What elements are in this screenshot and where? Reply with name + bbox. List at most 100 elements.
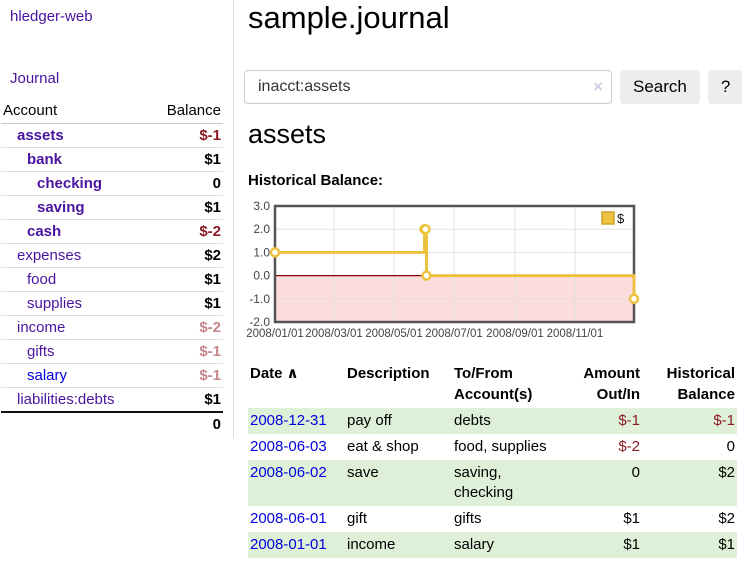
register-balance-cell: $2 xyxy=(718,510,735,527)
register-date-cell: 2008-06-01 xyxy=(248,506,345,532)
account-row: bank $1 xyxy=(1,147,223,172)
legend-swatch xyxy=(601,211,615,225)
x-axis-tick-label: 2008/07/01 xyxy=(425,328,483,340)
account-row: salary $-1 xyxy=(1,363,223,388)
account-link-cash[interactable]: cash xyxy=(27,223,62,240)
register-accounts-cell: debts xyxy=(454,412,491,429)
register-header-row: Date ∧ Description To/From Account(s) Amo… xyxy=(248,360,737,408)
account-balance: $1 xyxy=(148,291,223,316)
account-cell: cash xyxy=(1,219,149,244)
search-button[interactable]: Search xyxy=(620,70,700,104)
account-row: liabilities:debts $1 xyxy=(1,387,223,412)
account-row: checking 0 xyxy=(1,171,223,196)
main-content: sample.journal × Search ? assets Histori… xyxy=(244,0,742,582)
y-axis-tick-label: 2.0 xyxy=(253,222,270,236)
register-accounts-cell: salary xyxy=(454,536,495,553)
legend-label: $ xyxy=(617,211,625,226)
accounts-header-balance: Balance xyxy=(148,98,223,124)
account-cell: bank xyxy=(1,147,149,172)
account-balance: $1 xyxy=(148,195,223,220)
data-point-marker xyxy=(269,247,281,258)
account-link-food[interactable]: food xyxy=(27,271,57,288)
account-link-income[interactable]: income xyxy=(17,319,66,336)
account-cell: saving xyxy=(1,195,149,220)
plot-border xyxy=(273,204,636,324)
register-row[interactable]: 2008-06-02 save saving, checking 0 $2 xyxy=(248,460,737,506)
sort-asc-icon: ∧ xyxy=(286,365,299,382)
account-cell: income xyxy=(1,315,149,340)
register-table: Date ∧ Description To/From Account(s) Amo… xyxy=(248,360,737,558)
register-accounts-cell: food, supplies xyxy=(454,438,547,455)
account-link-expenses[interactable]: expenses xyxy=(17,247,82,264)
register-date-cell: 2008-06-03 xyxy=(248,434,345,460)
register-row[interactable]: 2008-12-31 pay off debts $-1 $-1 xyxy=(248,408,737,434)
register-row[interactable]: 2008-06-03 eat & shop food, supplies $-2 0 xyxy=(248,434,737,460)
register-accounts-cell: gifts xyxy=(454,510,482,527)
register-header-amount: Amount Out/In xyxy=(583,365,640,403)
register-row[interactable]: 2008-01-01 income salary $1 $1 xyxy=(248,532,737,558)
register-accounts-cell: saving, checking xyxy=(454,464,514,501)
transaction-date-link[interactable]: 2008-06-01 xyxy=(250,510,327,527)
account-balance: $-2 xyxy=(148,219,223,244)
accounts-tree-table: Account Balance assets $-1 bank $1 checking 0… xyxy=(1,98,223,436)
account-row: assets $-1 xyxy=(1,124,223,148)
x-axis-tick-label: 2008/09/01 xyxy=(486,328,544,340)
register-header-balance: Historical Balance xyxy=(666,365,735,403)
account-row: supplies $1 xyxy=(1,291,223,316)
app-title-link[interactable]: hledger-web xyxy=(10,8,93,25)
account-row: saving $1 xyxy=(1,195,223,220)
register-date-cell: 2008-01-01 xyxy=(248,532,345,558)
register-description-cell: gift xyxy=(347,510,368,527)
account-link-checking[interactable]: checking xyxy=(37,175,103,192)
account-row: food $1 xyxy=(1,267,223,292)
account-link-supplies[interactable]: supplies xyxy=(27,295,83,312)
y-axis-tick-label: 1.0 xyxy=(253,245,270,259)
accounts-total-row: 0 xyxy=(1,411,223,436)
page-title: sample.journal xyxy=(248,0,450,35)
x-axis-tick-label: 2008/05/01 xyxy=(365,328,423,340)
register-balance-cell: $2 xyxy=(718,464,735,481)
account-link-bank[interactable]: bank xyxy=(27,151,63,168)
register-row[interactable]: 2008-06-01 gift gifts $1 $2 xyxy=(248,506,737,532)
account-link-saving[interactable]: saving xyxy=(37,199,85,216)
register-amount-cell: $-2 xyxy=(618,438,640,455)
data-point-marker xyxy=(421,270,432,281)
register-description-cell: save xyxy=(347,464,379,481)
x-axis-tick-label: 2008/03/01 xyxy=(305,328,363,340)
register-amount-cell: 0 xyxy=(631,464,640,481)
nav-journal-link[interactable]: Journal xyxy=(10,70,60,87)
account-cell: assets xyxy=(1,124,149,148)
accounts-header-account: Account xyxy=(1,98,149,124)
register-header-accounts: To/From Account(s) xyxy=(454,365,533,403)
y-axis-tick-label: -1.0 xyxy=(249,292,270,306)
search-row: × Search ? xyxy=(244,70,742,104)
account-link-salary[interactable]: salary xyxy=(27,367,68,384)
account-link-gifts[interactable]: gifts xyxy=(27,343,55,360)
register-balance-cell: 0 xyxy=(726,438,735,455)
search-input[interactable] xyxy=(244,70,612,104)
register-description-cell: income xyxy=(347,536,396,553)
account-balance: $-1 xyxy=(148,363,223,388)
register-description-cell: eat & shop xyxy=(347,438,419,455)
account-link-liabilities-debts[interactable]: liabilities:debts xyxy=(17,391,115,408)
search-help-button[interactable]: ? xyxy=(707,70,742,104)
account-cell: expenses xyxy=(1,243,149,268)
account-row: income $-2 xyxy=(1,315,223,340)
chart-title: Historical Balance: xyxy=(248,172,384,189)
data-point-marker xyxy=(420,223,431,235)
account-cell: gifts xyxy=(1,339,149,364)
account-heading: assets xyxy=(248,119,327,149)
account-link-assets[interactable]: assets xyxy=(17,127,64,144)
transaction-date-link[interactable]: 2008-12-31 xyxy=(250,412,327,429)
clear-search-icon[interactable]: × xyxy=(593,77,603,96)
transaction-date-link[interactable]: 2008-01-01 xyxy=(250,536,327,553)
account-cell: food xyxy=(1,267,149,292)
x-axis-tick-label: 2008/11/01 xyxy=(547,328,604,340)
transaction-date-link[interactable]: 2008-06-03 xyxy=(250,438,327,455)
register-date-cell: 2008-06-02 xyxy=(248,460,345,506)
register-amount-cell: $1 xyxy=(623,510,640,527)
register-amount-cell: $1 xyxy=(623,536,640,553)
register-header-date[interactable]: Date ∧ xyxy=(250,365,299,382)
transaction-date-link[interactable]: 2008-06-02 xyxy=(250,464,327,481)
